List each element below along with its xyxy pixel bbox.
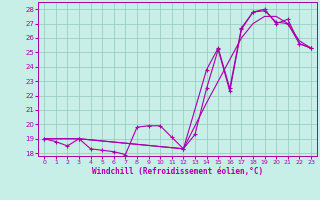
X-axis label: Windchill (Refroidissement éolien,°C): Windchill (Refroidissement éolien,°C)	[92, 167, 263, 176]
